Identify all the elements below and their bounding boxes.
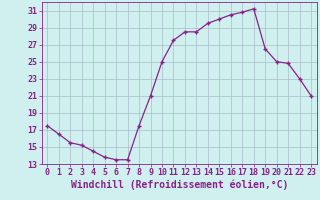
X-axis label: Windchill (Refroidissement éolien,°C): Windchill (Refroidissement éolien,°C): [70, 180, 288, 190]
